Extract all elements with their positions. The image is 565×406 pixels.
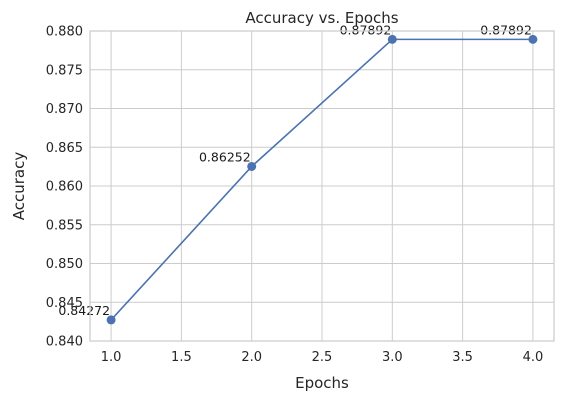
data-point-label: 0.86252 [199, 149, 251, 164]
data-point-marker [106, 315, 116, 325]
plot-frame [89, 30, 555, 342]
series-line-layer [110, 38, 533, 321]
series-line [110, 38, 533, 321]
x-tick-label: 3.5 [452, 350, 473, 365]
chart-title: Accuracy vs. Epochs [245, 9, 398, 27]
x-tick-label: 2.0 [241, 350, 262, 365]
x-tick-label: 4.0 [523, 350, 544, 365]
data-point-label: 0.87892 [480, 22, 532, 37]
y-tick-label: 0.865 [46, 141, 83, 156]
data-point-label: 0.84272 [58, 303, 110, 318]
x-tick-label: 1.0 [101, 350, 122, 365]
y-tick-label: 0.845 [46, 296, 83, 311]
y-tick-label: 0.880 [46, 25, 83, 40]
y-axis-label: Accuracy [10, 152, 28, 221]
data-labels: 0.84272 0.86252 0.87892 0.87892 [58, 22, 532, 318]
x-tick-label: 3.0 [382, 350, 403, 365]
x-tick-label: 1.5 [171, 350, 192, 365]
data-point-marker [528, 34, 538, 44]
y-tick-label: 0.840 [46, 335, 83, 350]
x-axis-label: Epochs [295, 374, 349, 392]
y-tick-label: 0.870 [46, 102, 83, 117]
y-tick-label: 0.875 [46, 63, 83, 78]
data-points [106, 34, 538, 325]
y-tick-label: 0.860 [46, 180, 83, 195]
tick-labels: 1.0 1.5 2.0 2.5 3.0 3.5 4.0 0.840 0.845 0.850 0.85… [46, 25, 543, 366]
data-point-label: 0.87892 [340, 22, 392, 37]
data-point-marker [387, 34, 397, 44]
data-point-marker [247, 161, 257, 171]
y-tick-label: 0.850 [46, 257, 83, 272]
x-tick-label: 2.5 [312, 350, 333, 365]
y-tick-label: 0.855 [46, 218, 83, 233]
